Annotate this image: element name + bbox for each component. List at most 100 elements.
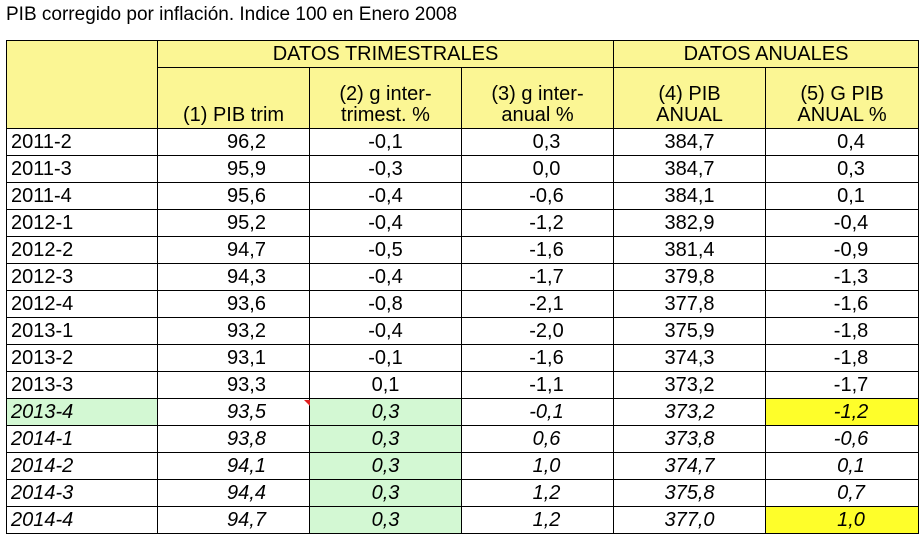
cell-g-pib-anual[interactable]: 0,4 — [765, 128, 920, 156]
cell-g-interanual[interactable]: -2,0 — [460, 317, 615, 345]
cell-g-pib-anual[interactable]: 1,0 — [765, 506, 920, 534]
cell-g-intertrim[interactable]: -0,4 — [309, 317, 462, 345]
cell-g-intertrim[interactable]: -0,4 — [309, 209, 462, 237]
cell-g-intertrim[interactable]: 0,3 — [309, 398, 462, 426]
header-col-g-pib-anual[interactable]: (5) G PIB ANUAL % — [765, 67, 920, 129]
cell-pib-anual[interactable]: 374,7 — [613, 452, 767, 480]
cell-pib-trim[interactable]: 94,7 — [157, 236, 310, 264]
cell-g-intertrim[interactable]: 0,3 — [309, 452, 462, 480]
table-row: 2013-3 93,3 0,1 -1,1 373,2 -1,7 — [6, 371, 920, 399]
cell-g-interanual[interactable]: -1,2 — [460, 209, 615, 237]
header-corner-cell[interactable] — [6, 40, 158, 129]
cell-pib-trim[interactable]: 95,6 — [157, 182, 310, 210]
cell-g-interanual[interactable]: -2,1 — [460, 290, 615, 318]
cell-period[interactable]: 2012-2 — [6, 236, 158, 264]
cell-pib-trim[interactable]: 95,2 — [157, 209, 310, 237]
cell-pib-trim[interactable]: 93,8 — [157, 425, 310, 453]
header-col-g-intertrim[interactable]: (2) g inter- trimest. % — [309, 67, 462, 129]
cell-g-pib-anual[interactable]: -1,6 — [765, 290, 920, 318]
cell-pib-anual[interactable]: 384,7 — [613, 128, 767, 156]
cell-pib-anual[interactable]: 379,8 — [613, 263, 767, 291]
cell-pib-anual[interactable]: 373,8 — [613, 425, 767, 453]
cell-g-intertrim[interactable]: 0,1 — [309, 371, 462, 399]
cell-pib-trim[interactable]: 96,2 — [157, 128, 310, 156]
cell-pib-trim[interactable]: 93,1 — [157, 344, 310, 372]
cell-pib-trim[interactable]: 93,6 — [157, 290, 310, 318]
header-anual[interactable]: DATOS ANUALES — [613, 40, 920, 68]
cell-period[interactable]: 2014-3 — [6, 479, 158, 507]
cell-g-pib-anual[interactable]: 0,3 — [765, 155, 920, 183]
cell-period[interactable]: 2013-3 — [6, 371, 158, 399]
cell-g-interanual[interactable]: 1,2 — [460, 506, 615, 534]
cell-g-interanual[interactable]: 0,0 — [460, 155, 615, 183]
cell-g-pib-anual[interactable]: -1,8 — [765, 344, 920, 372]
cell-g-interanual[interactable]: -1,7 — [460, 263, 615, 291]
cell-g-interanual[interactable]: 1,0 — [460, 452, 615, 480]
header-col-g-interanual[interactable]: (3) g inter- anual % — [460, 67, 615, 129]
cell-pib-anual[interactable]: 375,8 — [613, 479, 767, 507]
cell-pib-trim[interactable]: 94,4 — [157, 479, 310, 507]
cell-g-intertrim[interactable]: 0,3 — [309, 506, 462, 534]
cell-g-pib-anual[interactable]: 0,1 — [765, 452, 920, 480]
cell-pib-anual[interactable]: 384,7 — [613, 155, 767, 183]
cell-g-pib-anual[interactable]: 0,7 — [765, 479, 920, 507]
cell-pib-anual[interactable]: 384,1 — [613, 182, 767, 210]
cell-g-intertrim[interactable]: -0,8 — [309, 290, 462, 318]
cell-period[interactable]: 2011-4 — [6, 182, 158, 210]
cell-pib-trim[interactable]: 93,5 — [157, 398, 310, 426]
cell-period[interactable]: 2012-3 — [6, 263, 158, 291]
header-col-pib-trim[interactable]: (1) PIB trim — [157, 67, 310, 129]
cell-pib-trim[interactable]: 94,1 — [157, 452, 310, 480]
comment-indicator-icon[interactable] — [303, 399, 310, 406]
cell-g-pib-anual[interactable]: -1,7 — [765, 371, 920, 399]
cell-pib-anual[interactable]: 373,2 — [613, 398, 767, 426]
cell-g-pib-anual[interactable]: -1,3 — [765, 263, 920, 291]
cell-period[interactable]: 2013-4 — [6, 398, 158, 426]
cell-period[interactable]: 2013-2 — [6, 344, 158, 372]
cell-g-interanual[interactable]: 0,6 — [460, 425, 615, 453]
cell-pib-anual[interactable]: 373,2 — [613, 371, 767, 399]
cell-period[interactable]: 2011-2 — [6, 128, 158, 156]
header-trimestral[interactable]: DATOS TRIMESTRALES — [156, 40, 615, 68]
cell-g-pib-anual[interactable]: -1,8 — [765, 317, 920, 345]
header-col-pib-anual[interactable]: (4) PIB ANUAL — [613, 67, 767, 129]
cell-pib-trim[interactable]: 95,9 — [157, 155, 310, 183]
cell-g-intertrim[interactable]: -0,1 — [309, 344, 462, 372]
cell-period[interactable]: 2011-3 — [6, 155, 158, 183]
cell-g-pib-anual[interactable]: -0,9 — [765, 236, 920, 264]
cell-g-pib-anual[interactable]: -1,2 — [765, 398, 920, 426]
cell-pib-trim[interactable]: 93,3 — [157, 371, 310, 399]
cell-g-intertrim[interactable]: -0,4 — [309, 263, 462, 291]
cell-g-interanual[interactable]: 0,3 — [460, 128, 615, 156]
cell-g-intertrim[interactable]: 0,3 — [309, 425, 462, 453]
cell-g-intertrim[interactable]: 0,3 — [309, 479, 462, 507]
cell-g-intertrim[interactable]: -0,4 — [309, 182, 462, 210]
cell-g-interanual[interactable]: -1,1 — [460, 371, 615, 399]
cell-pib-anual[interactable]: 382,9 — [613, 209, 767, 237]
cell-g-interanual[interactable]: -0,6 — [460, 182, 615, 210]
cell-period[interactable]: 2013-1 — [6, 317, 158, 345]
cell-pib-trim[interactable]: 94,3 — [157, 263, 310, 291]
cell-pib-anual[interactable]: 374,3 — [613, 344, 767, 372]
cell-g-interanual[interactable]: 1,2 — [460, 479, 615, 507]
cell-g-pib-anual[interactable]: -0,4 — [765, 209, 920, 237]
cell-g-pib-anual[interactable]: -0,6 — [765, 425, 920, 453]
cell-pib-anual[interactable]: 377,0 — [613, 506, 767, 534]
cell-period[interactable]: 2014-1 — [6, 425, 158, 453]
cell-g-interanual[interactable]: -0,1 — [460, 398, 615, 426]
cell-period[interactable]: 2012-4 — [6, 290, 158, 318]
cell-period[interactable]: 2014-2 — [6, 452, 158, 480]
cell-period[interactable]: 2014-4 — [6, 506, 158, 534]
cell-g-intertrim[interactable]: -0,1 — [309, 128, 462, 156]
cell-g-intertrim[interactable]: -0,5 — [309, 236, 462, 264]
cell-g-interanual[interactable]: -1,6 — [460, 236, 615, 264]
cell-pib-anual[interactable]: 375,9 — [613, 317, 767, 345]
cell-pib-trim[interactable]: 93,2 — [157, 317, 310, 345]
cell-g-interanual[interactable]: -1,6 — [460, 344, 615, 372]
cell-pib-trim[interactable]: 94,7 — [157, 506, 310, 534]
cell-period[interactable]: 2012-1 — [6, 209, 158, 237]
cell-g-pib-anual[interactable]: 0,1 — [765, 182, 920, 210]
cell-pib-anual[interactable]: 377,8 — [613, 290, 767, 318]
cell-g-intertrim[interactable]: -0,3 — [309, 155, 462, 183]
cell-pib-anual[interactable]: 381,4 — [613, 236, 767, 264]
